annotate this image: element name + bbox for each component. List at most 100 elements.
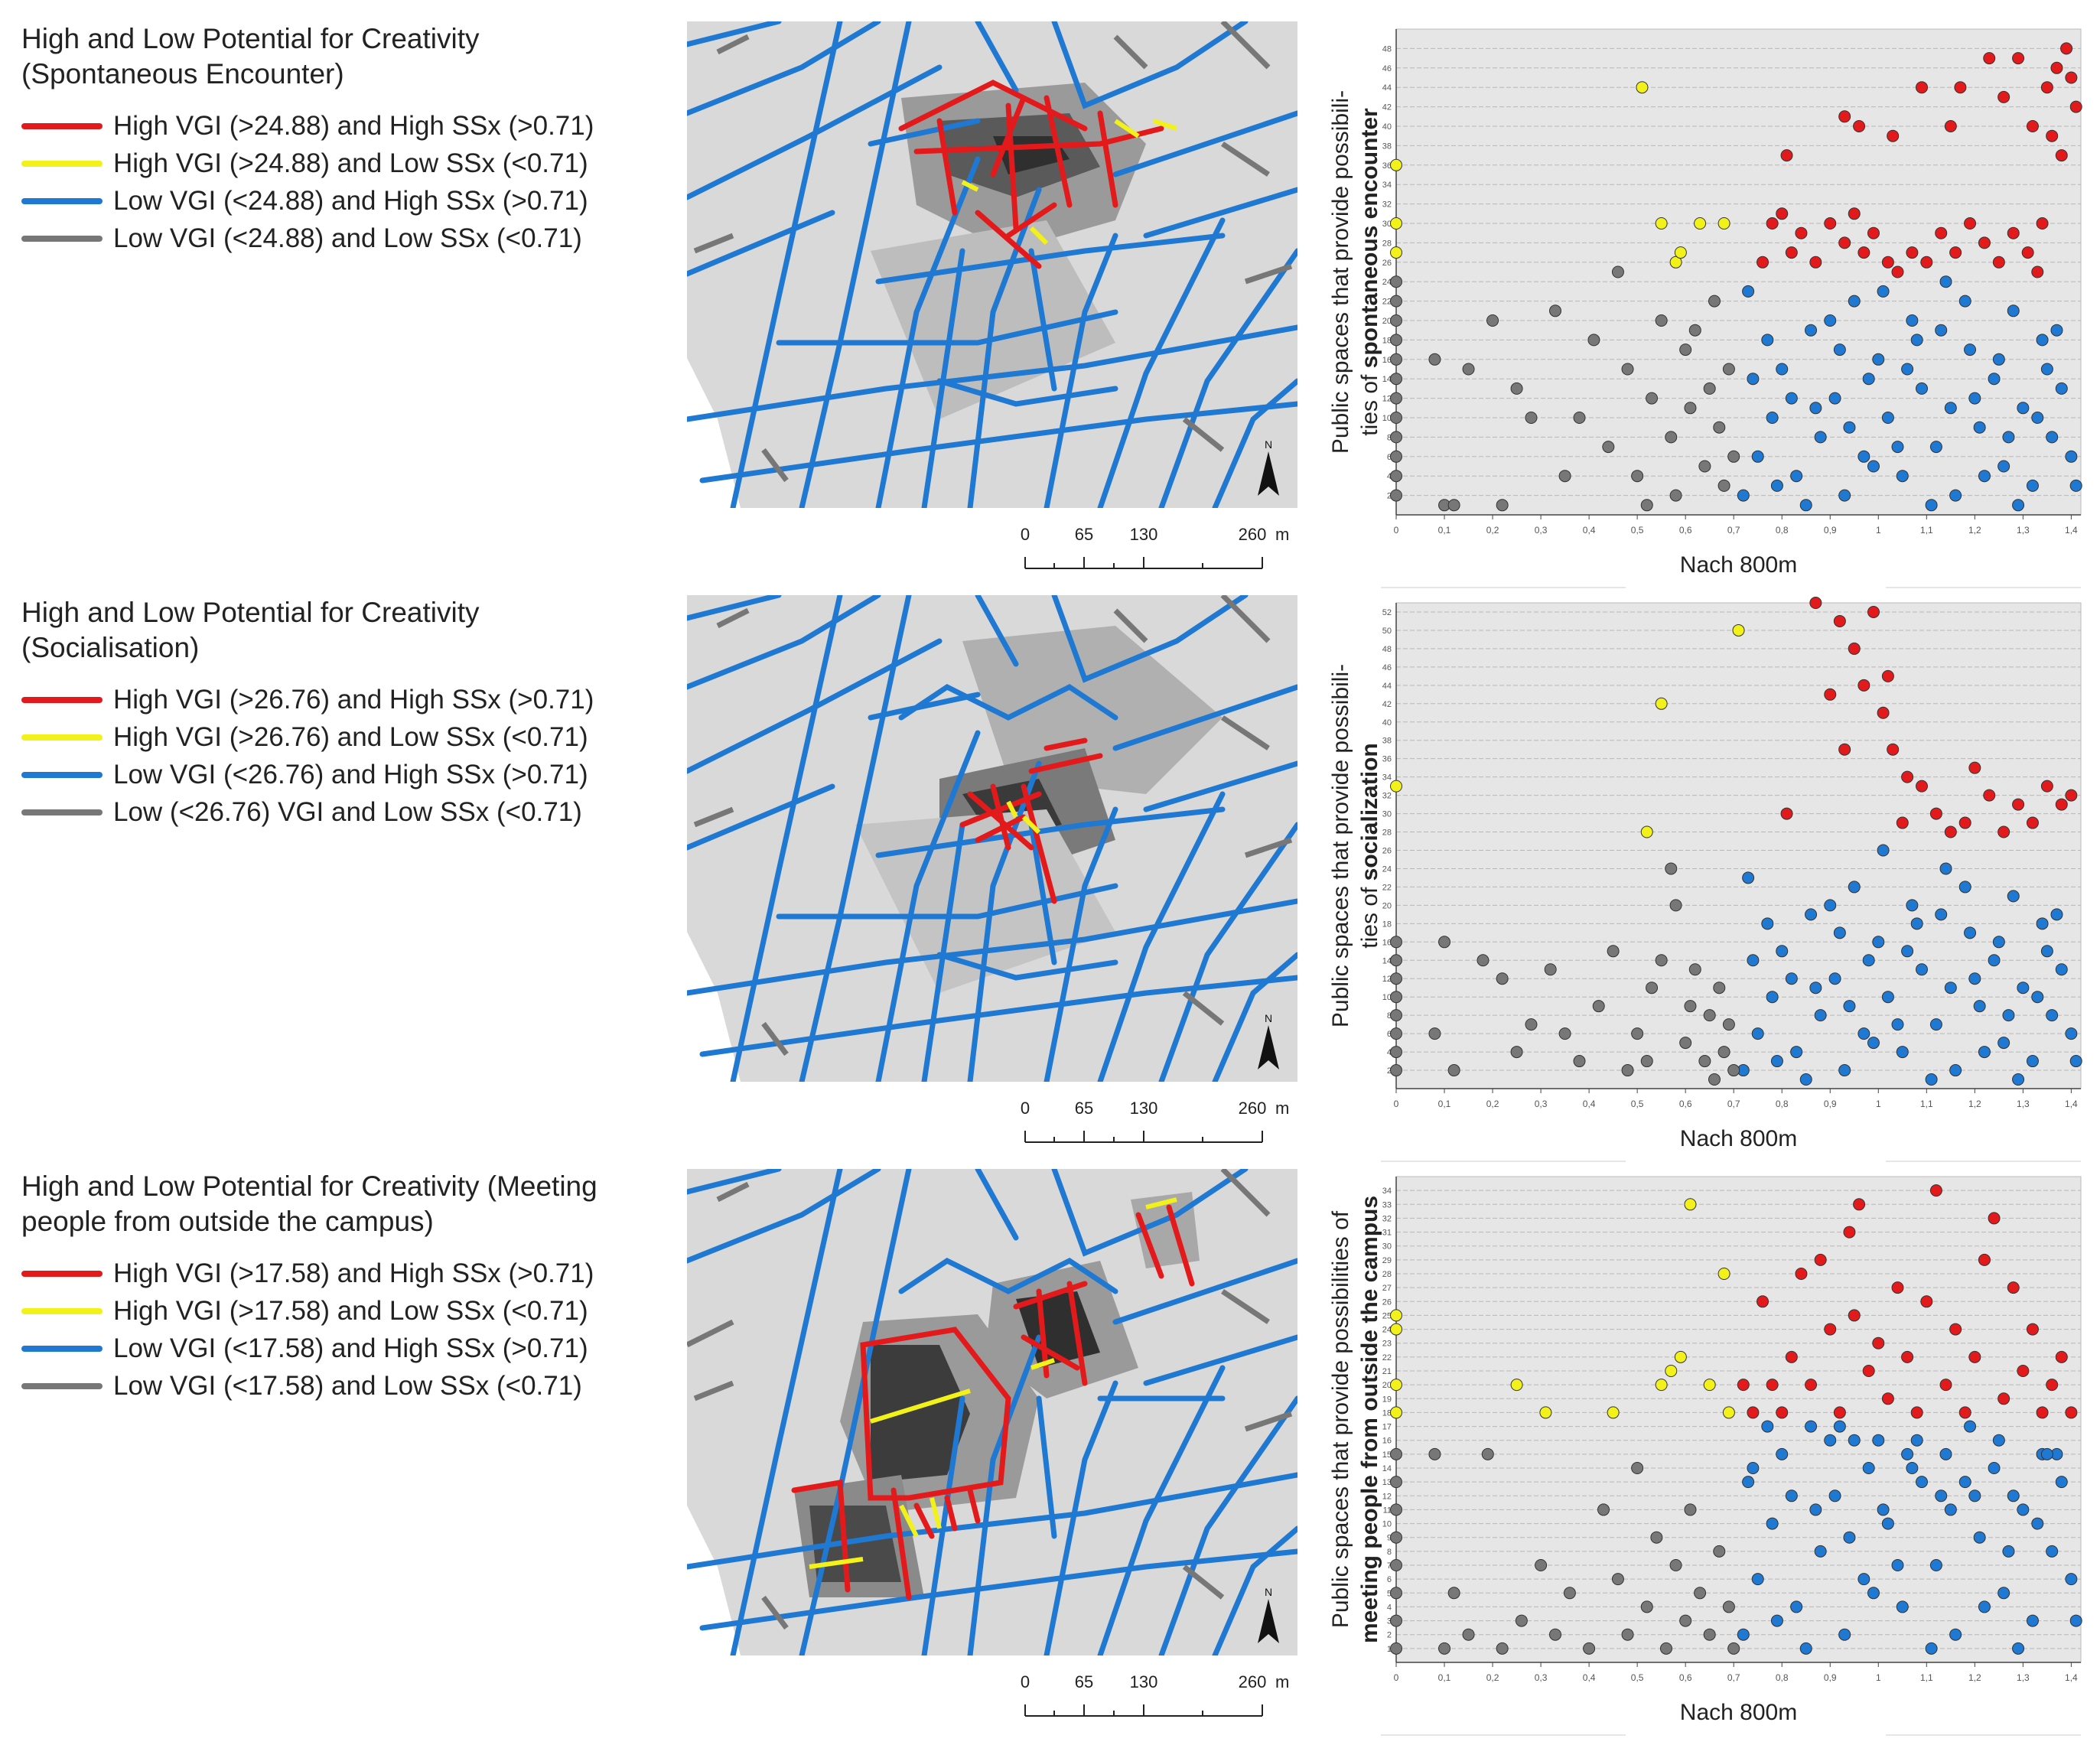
data-point-blue <box>1944 982 1957 995</box>
north-label: N <box>1265 1586 1272 1598</box>
data-point-red <box>1939 1379 1952 1392</box>
data-point-red <box>1929 807 1942 820</box>
y-tick-label: 6 <box>1387 1030 1392 1039</box>
data-point-blue <box>1877 285 1890 298</box>
y-tick-label: 1 <box>1387 1645 1392 1654</box>
y-tick-label: 18 <box>1382 336 1392 345</box>
data-point-red <box>2012 798 2025 811</box>
x-axis-label: Nach 800m <box>1680 1126 1797 1151</box>
data-point-red <box>1891 265 1904 278</box>
data-point-red <box>1862 1365 1875 1377</box>
data-point-grey <box>1679 1037 1692 1050</box>
data-point-grey <box>1650 1531 1663 1544</box>
y-tick-label: 16 <box>1382 356 1392 365</box>
x-tick-label: 1,3 <box>2017 1099 2030 1109</box>
data-point-grey <box>1717 479 1730 492</box>
data-point-blue <box>2012 1642 2025 1655</box>
data-point-red <box>1857 246 1870 259</box>
data-point-blue <box>1929 441 1942 454</box>
y-tick-label: 38 <box>1382 142 1392 151</box>
data-point-blue <box>1848 1434 1861 1447</box>
data-point-red <box>1747 1406 1760 1419</box>
data-point-grey <box>1655 314 1668 327</box>
y-tick-label: 20 <box>1382 317 1392 326</box>
data-point-blue <box>1891 1018 1904 1031</box>
data-point-red <box>1766 217 1779 230</box>
data-point-red <box>1809 597 1822 609</box>
data-point-blue <box>1958 295 1971 308</box>
data-point-red <box>1867 226 1880 239</box>
data-point-grey <box>1698 1055 1711 1068</box>
campus-map: N <box>687 595 1297 1082</box>
legend-title-line: people from outside the campus) <box>21 1206 434 1237</box>
legend-title-line: High and Low Potential for Creativity <box>21 597 480 628</box>
data-point-blue <box>1891 1559 1904 1571</box>
legend-item-red: High VGI (>17.58) and High SSx (>0.71) <box>21 1255 679 1292</box>
y-tick-label: 16 <box>1382 938 1392 947</box>
x-tick-label: 0,9 <box>1824 1672 1837 1683</box>
scale-tick-label: 0 <box>1021 1672 1030 1691</box>
data-point-blue <box>1973 1000 1986 1013</box>
legend-swatch-blue <box>21 197 103 204</box>
scale-bar: 0 65 130 260 m <box>1021 1099 1289 1143</box>
data-point-blue <box>1799 1642 1812 1655</box>
data-point-blue <box>1776 363 1789 376</box>
y-tick-label: 8 <box>1387 433 1392 442</box>
data-point-grey <box>1640 1600 1653 1613</box>
legend: High and Low Potential for Creativity (S… <box>21 21 679 257</box>
data-point-blue <box>1958 881 1971 894</box>
data-point-grey <box>1659 1642 1672 1655</box>
x-tick-label: 0,1 <box>1438 1672 1451 1683</box>
campus-map: N <box>687 1169 1297 1655</box>
data-point-yellow <box>1665 1365 1678 1377</box>
data-point-yellow <box>1390 1406 1402 1419</box>
y-tick-label: 19 <box>1382 1395 1392 1404</box>
data-point-blue <box>1751 1573 1764 1586</box>
data-point-red <box>1949 1323 1962 1336</box>
data-point-grey <box>1390 936 1402 949</box>
x-tick-label: 0,9 <box>1824 525 1837 536</box>
data-point-grey <box>1621 1628 1634 1641</box>
data-point-grey <box>1713 982 1726 995</box>
data-point-grey <box>1669 899 1682 912</box>
data-point-blue <box>1867 460 1880 473</box>
data-point-grey <box>1722 1600 1735 1613</box>
data-point-blue <box>2069 1614 2082 1627</box>
data-point-blue <box>1997 1587 2010 1600</box>
y-tick-label: 40 <box>1382 718 1392 728</box>
data-point-blue <box>2050 324 2063 337</box>
data-point-grey <box>1621 363 1634 376</box>
y-tick-label: 24 <box>1382 864 1392 874</box>
data-point-blue <box>1785 972 1798 985</box>
north-arrow-icon: N <box>1258 1012 1279 1069</box>
data-point-grey <box>1428 353 1441 366</box>
data-point-blue <box>1939 275 1952 288</box>
data-point-grey <box>1544 963 1557 976</box>
data-point-grey <box>1688 324 1701 337</box>
data-point-blue <box>2040 1447 2053 1460</box>
y-tick-label: 30 <box>1382 220 1392 229</box>
x-tick-label: 0,7 <box>1727 525 1740 536</box>
data-point-blue <box>1770 1614 1783 1627</box>
data-point-blue <box>1862 373 1875 386</box>
data-point-grey <box>1390 1559 1402 1571</box>
data-point-blue <box>1881 412 1894 424</box>
y-tick-label: 29 <box>1382 1256 1392 1265</box>
data-point-red <box>1988 1212 2001 1225</box>
north-label: N <box>1265 1012 1272 1024</box>
data-point-grey <box>1447 499 1460 512</box>
data-point-grey <box>1597 1503 1610 1516</box>
data-point-grey <box>1390 1447 1402 1460</box>
y-tick-label: 2 <box>1387 492 1392 501</box>
data-point-red <box>1780 807 1793 820</box>
data-point-blue <box>2040 363 2053 376</box>
y-tick-label: 28 <box>1382 829 1392 838</box>
legend-swatch-blue <box>21 1345 103 1352</box>
data-point-yellow <box>1669 256 1682 269</box>
data-point-grey <box>1621 1064 1634 1077</box>
data-point-blue <box>1916 382 1929 395</box>
data-point-grey <box>1390 1614 1402 1627</box>
data-point-grey <box>1390 1476 1402 1489</box>
y-tick-label: 32 <box>1382 792 1392 801</box>
data-point-blue <box>1964 926 1977 939</box>
